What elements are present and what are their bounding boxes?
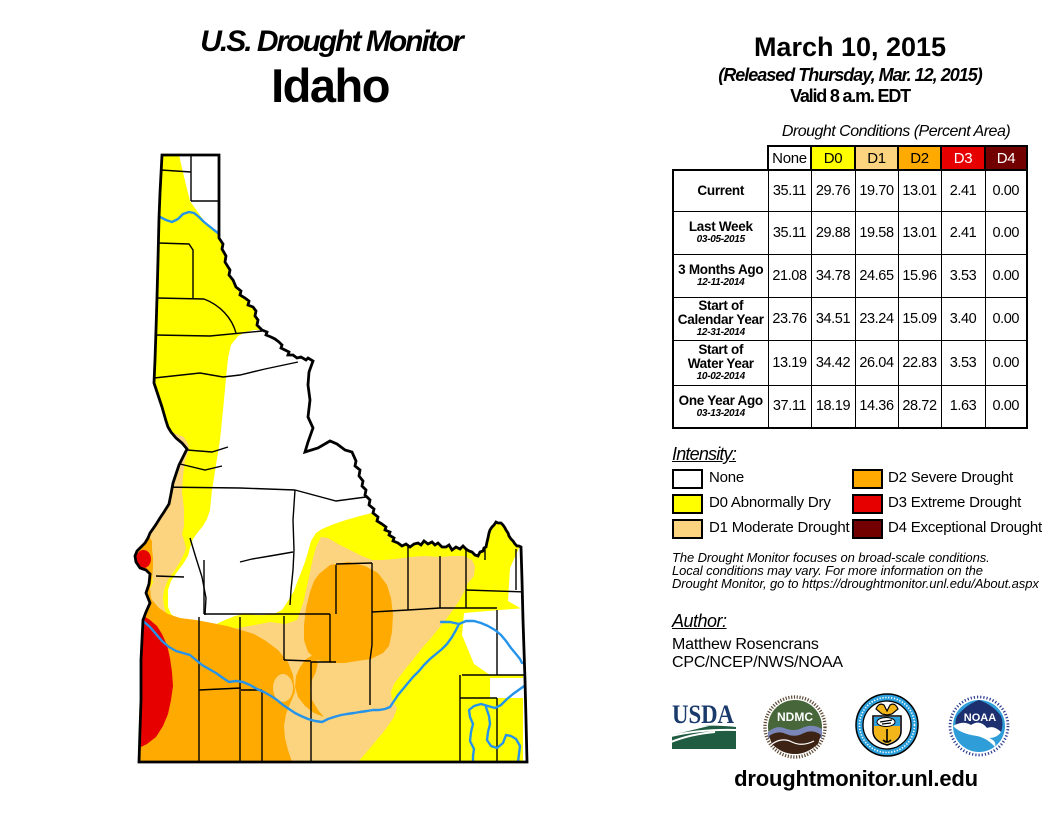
svg-text:NOAA: NOAA [964, 712, 996, 724]
svg-text:USDA: USDA [672, 701, 734, 729]
svg-text:NDMC: NDMC [777, 710, 813, 724]
